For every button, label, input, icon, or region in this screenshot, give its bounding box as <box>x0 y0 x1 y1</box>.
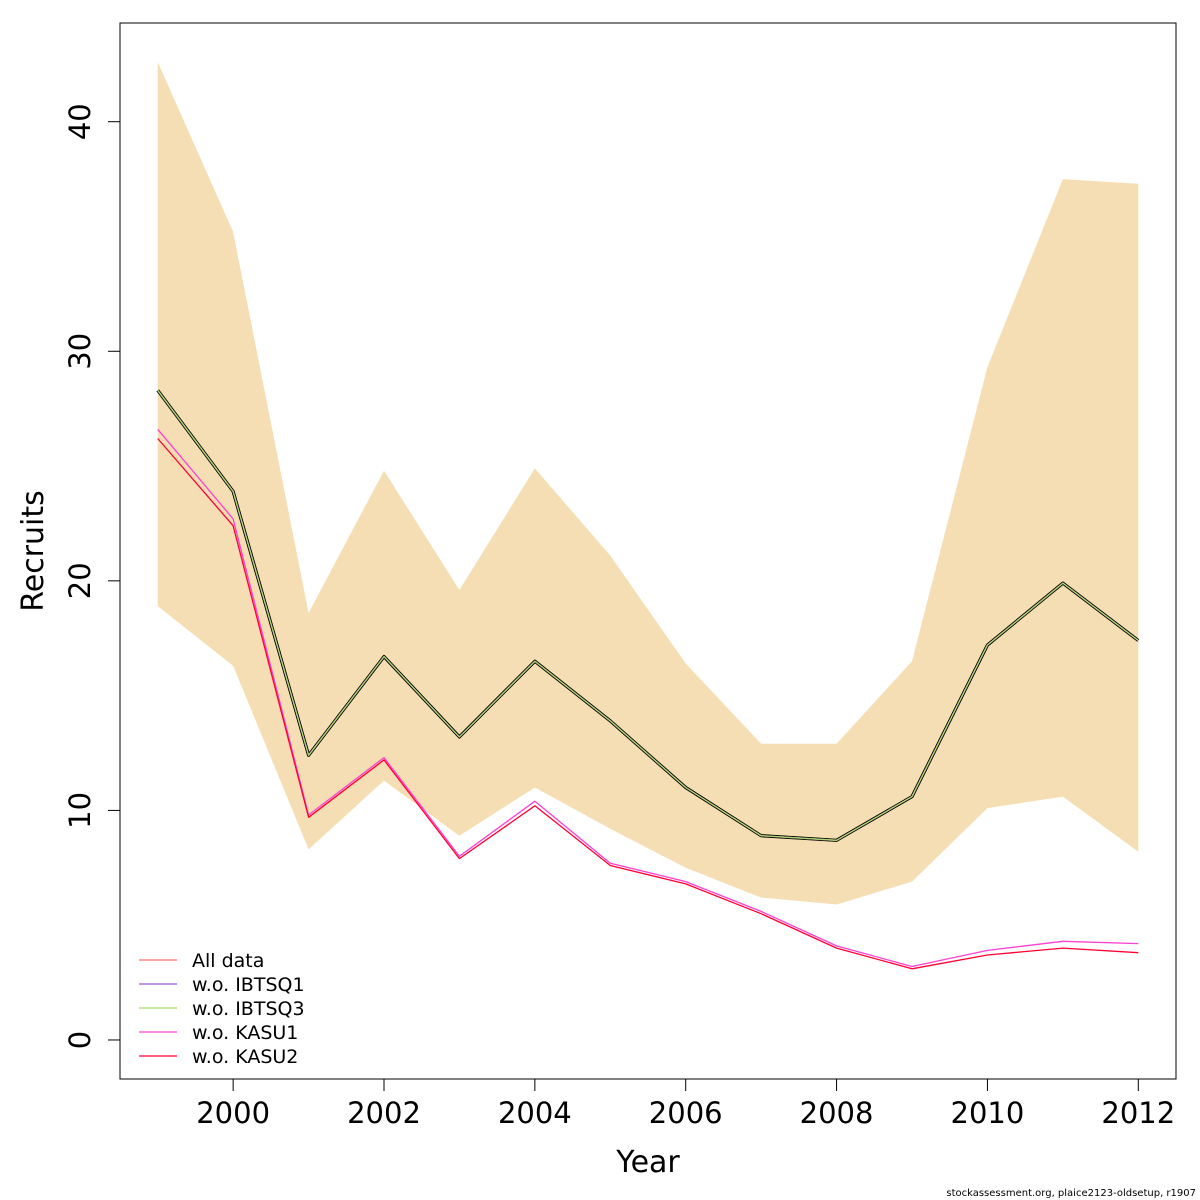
x-tick-label: 2004 <box>498 1096 572 1130</box>
x-tick-label: 2012 <box>1101 1096 1175 1130</box>
confidence-band-layer <box>157 62 1139 905</box>
legend-item: w.o. IBTSQ3 <box>139 998 305 1020</box>
x-tick-label: 2002 <box>347 1096 421 1130</box>
series-lines-layer <box>156 389 1140 970</box>
y-tick-label: 10 <box>63 792 97 829</box>
footer-credit: stockassessment.org, plaice2123-oldsetup… <box>946 1188 1196 1199</box>
series-line-4 <box>157 438 1139 970</box>
y-axis: 0 10 20 30 40 <box>63 103 121 1049</box>
legend-label: w.o. IBTSQ1 <box>192 974 305 996</box>
x-tick-label: 2000 <box>196 1096 270 1130</box>
series-line-3 <box>157 428 1139 968</box>
y-tick-label: 20 <box>63 562 97 599</box>
x-axis: 2000 2002 2004 2006 2008 2010 2012 <box>196 1078 1175 1130</box>
confidence-band <box>157 62 1139 905</box>
legend-item: w.o. KASU1 <box>139 1022 298 1044</box>
legend-item: w.o. IBTSQ1 <box>139 974 305 996</box>
y-axis-title: Recruits <box>16 490 51 612</box>
x-tick-label: 2010 <box>951 1096 1025 1130</box>
x-tick-label: 2008 <box>800 1096 874 1130</box>
legend-label: w.o. KASU2 <box>192 1046 298 1068</box>
y-tick-label: 30 <box>63 333 97 370</box>
legend-label: w.o. KASU1 <box>192 1022 298 1044</box>
x-axis-title: Year <box>615 1145 680 1180</box>
x-tick-label: 2006 <box>649 1096 723 1130</box>
legend-item: All data <box>139 950 264 972</box>
legend-item: w.o. KASU2 <box>139 1046 298 1068</box>
y-tick-label: 0 <box>63 1031 97 1049</box>
series-line-2 <box>157 389 1139 841</box>
legend-label: All data <box>192 950 264 972</box>
legend-label: w.o. IBTSQ3 <box>192 998 305 1020</box>
y-tick-label: 40 <box>63 103 97 140</box>
